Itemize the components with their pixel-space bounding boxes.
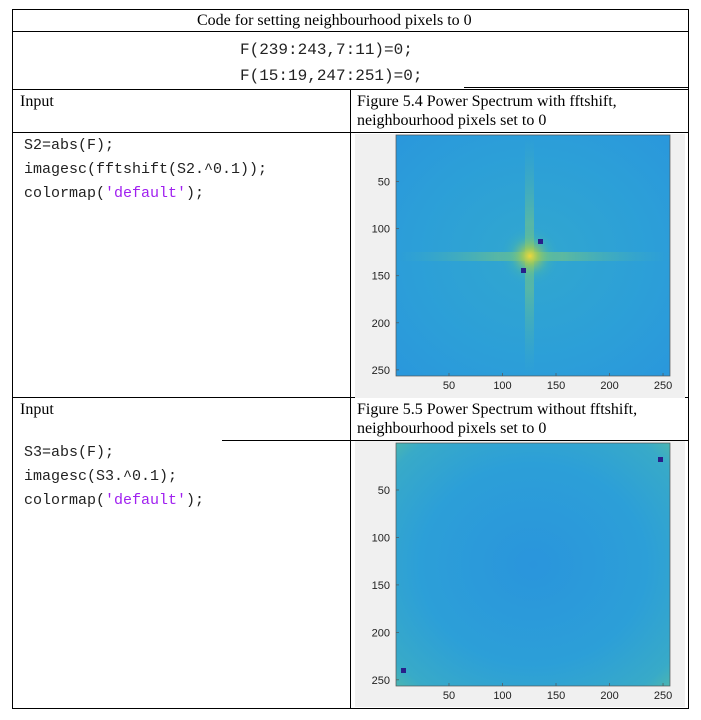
plot-1-x-tick-200: 200 bbox=[600, 380, 618, 392]
row1-figure-caption-line-2: neighbourhood pixels set to 0 bbox=[357, 112, 547, 129]
plot-1-axes-box bbox=[395, 134, 671, 377]
plot-1-y-tick-50: 50 bbox=[378, 177, 390, 189]
row1-figure-caption-line-1: Figure 5.4 Power Spectrum with fftshift, bbox=[357, 93, 617, 110]
row1-code-line-3-string: 'default' bbox=[105, 185, 187, 202]
plot-1-y-tick-100: 100 bbox=[372, 224, 390, 236]
table-border-right bbox=[688, 9, 689, 709]
plot-2-x-tick-100: 100 bbox=[493, 690, 511, 702]
row2-code-line-3-pre: colormap( bbox=[24, 492, 106, 509]
plot-1-zeroed-pixels-a bbox=[538, 239, 543, 244]
plot-1-x-tick-150: 150 bbox=[547, 380, 565, 392]
row2-caption-divider-right bbox=[352, 440, 689, 441]
row1-code-line-2: imagesc(fftshift(S2.^0.1)); bbox=[24, 161, 268, 178]
column-divider bbox=[350, 89, 351, 709]
plot-1-center-glow bbox=[498, 224, 562, 288]
plot-1-y-tick-150: 150 bbox=[372, 271, 390, 283]
plot-2-y-tick-150: 150 bbox=[372, 580, 390, 592]
plot-1-y-tick-labels: 50 100 150 200 250 bbox=[372, 177, 399, 377]
figure-5-5-power-spectrum-unshifted: 50 100 150 200 250 50 100 150 200 250 bbox=[355, 441, 685, 707]
plot-1-y-tick-200: 200 bbox=[372, 318, 390, 330]
plot-1-x-tick-250: 250 bbox=[654, 380, 672, 392]
plot-2-image bbox=[396, 443, 670, 686]
table-border-left bbox=[12, 9, 13, 709]
plot-2-x-tick-250: 250 bbox=[654, 690, 672, 702]
plot-2-y-tick-labels: 50 100 150 200 250 bbox=[372, 485, 399, 687]
row2-code-line-1: S3=abs(F); bbox=[24, 444, 115, 461]
table-border-top bbox=[12, 9, 689, 10]
plot-2-y-tick-250: 250 bbox=[372, 675, 390, 687]
row1-code-line-3: colormap('default'); bbox=[24, 182, 204, 206]
header-divider bbox=[12, 31, 689, 32]
plot-1-x-tick-labels: 50 100 150 200 250 bbox=[443, 373, 672, 392]
figure-5-4-power-spectrum-shifted: 50 100 150 200 250 50 100 150 200 250 bbox=[355, 134, 685, 398]
row1-code-line-1: S2=abs(F); bbox=[24, 137, 115, 154]
plot-1-y-tick-250: 250 bbox=[372, 365, 390, 377]
row1-code-line-3-post: ); bbox=[186, 185, 205, 202]
row2-code-line-3-string: 'default' bbox=[105, 492, 187, 509]
plot-2-zeroed-pixels-a bbox=[658, 457, 663, 462]
plot-1-x-tick-50: 50 bbox=[443, 380, 455, 392]
plot-2-x-tick-50: 50 bbox=[443, 690, 455, 702]
row2-input-label: Input bbox=[20, 401, 54, 418]
header-title: Code for setting neighbourhood pixels to… bbox=[197, 12, 472, 29]
row1-input-label: Input bbox=[20, 93, 54, 110]
plot-2-x-tick-200: 200 bbox=[600, 690, 618, 702]
row2-code-line-3-post: ); bbox=[186, 492, 205, 509]
row2-caption-divider-left bbox=[222, 440, 352, 441]
plot-2-y-tick-100: 100 bbox=[372, 532, 390, 544]
header-divider-partial bbox=[464, 87, 689, 88]
row2-figure-caption-line-1: Figure 5.5 Power Spectrum without fftshi… bbox=[357, 401, 638, 418]
row1-code-line-3-pre: colormap( bbox=[24, 185, 106, 202]
header-code-line-2: F(15:19,247:251)=0; bbox=[240, 67, 423, 85]
plot-2-x-tick-150: 150 bbox=[547, 690, 565, 702]
plot-2-x-tick-labels: 50 100 150 200 250 bbox=[443, 683, 672, 702]
plot-2-y-tick-50: 50 bbox=[378, 485, 390, 497]
header-code-line-1: F(239:243,7:11)=0; bbox=[240, 41, 413, 59]
row2-code-line-3: colormap('default'); bbox=[24, 489, 204, 513]
plot-1-zeroed-pixels-b bbox=[521, 268, 526, 273]
plot-1-x-tick-100: 100 bbox=[493, 380, 511, 392]
row2-code-line-2: imagesc(S3.^0.1); bbox=[24, 468, 178, 485]
plot-2-y-tick-200: 200 bbox=[372, 627, 390, 639]
row2-figure-caption-line-2: neighbourhood pixels set to 0 bbox=[357, 420, 547, 437]
plot-2-axes-box bbox=[395, 442, 671, 687]
plot-2-zeroed-pixels-b bbox=[401, 668, 406, 673]
